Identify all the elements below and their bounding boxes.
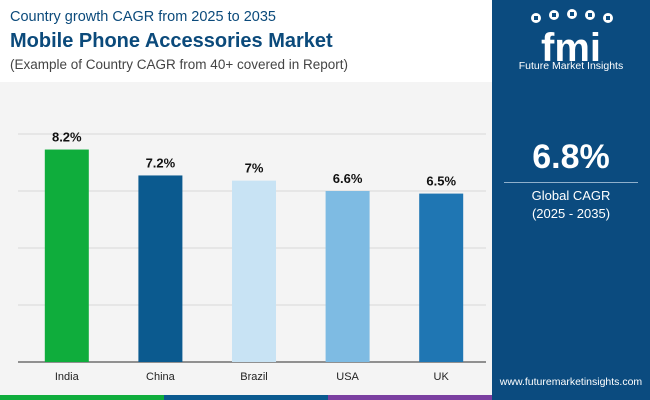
chart-area: 8.2% India 7.2% China 7% Brazil 6.6% USA 6.5% UK	[0, 82, 492, 395]
bottom-color-bar	[0, 395, 492, 400]
chart-title: Mobile Phone Accessories Market	[10, 30, 333, 52]
data-label-usa: 6.6%	[333, 171, 363, 186]
data-label-brazil: 7%	[245, 161, 264, 176]
global-cagr-label: Global CAGR	[531, 188, 611, 203]
tick-label-china: China	[146, 371, 176, 383]
bottom-bar-segment-green	[0, 395, 164, 400]
bar-brazil	[232, 180, 276, 362]
data-label-china: 7.2%	[146, 155, 176, 170]
fmi-logo: fmi	[531, 9, 613, 70]
bar-chart: 8.2% India 7.2% China 7% Brazil 6.6% USA 6.5% UK	[18, 130, 486, 383]
chart-subtitle: (Example of Country CAGR from 40+ covere…	[10, 57, 349, 72]
side-panel: fmi Future Market Insights 6.8% Global C…	[492, 0, 650, 400]
svg-text:fmi: fmi	[541, 26, 601, 70]
bar-india	[44, 149, 89, 362]
chart-kicker: Country growth CAGR from 2025 to 2035	[10, 9, 276, 25]
tick-label-brazil: Brazil	[240, 371, 268, 383]
bottom-bar-segment-purple	[328, 395, 492, 400]
bar-china	[138, 175, 183, 362]
bar-usa	[325, 191, 370, 362]
tick-label-usa: USA	[336, 371, 359, 383]
data-label-india: 8.2%	[52, 130, 82, 145]
global-cagr-period: (2025 - 2035)	[531, 206, 611, 221]
data-label-uk: 6.5%	[426, 174, 456, 189]
bottom-bar-segment-blue	[164, 395, 328, 400]
chart-header: Country growth CAGR from 2025 to 2035 Mo…	[0, 0, 492, 82]
tick-label-uk: UK	[434, 371, 450, 383]
divider	[504, 182, 638, 183]
website-link[interactable]: www.futuremarketinsights.com	[499, 376, 643, 388]
logo-text: Future Market Insights	[518, 60, 624, 72]
bar-uk	[419, 193, 464, 362]
tick-label-india: India	[55, 371, 80, 383]
global-cagr-value: 6.8%	[532, 138, 610, 176]
